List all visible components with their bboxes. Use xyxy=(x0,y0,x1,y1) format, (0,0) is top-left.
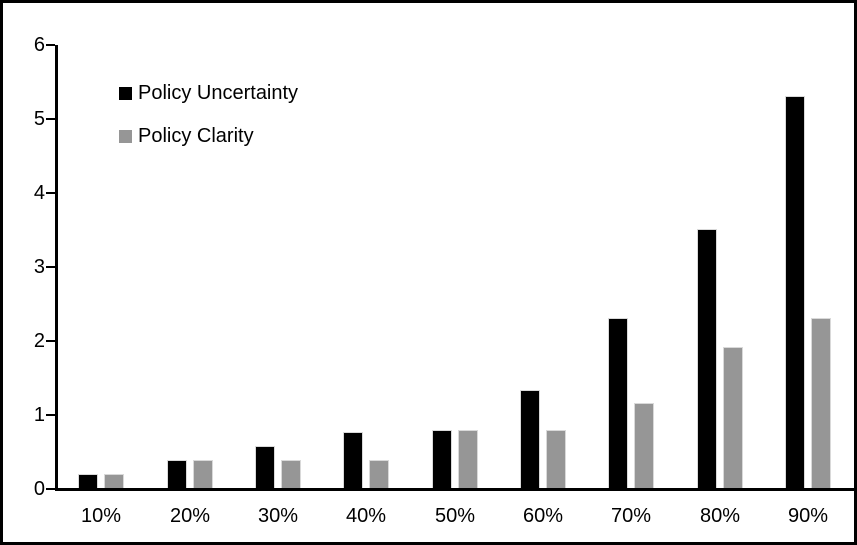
x-tick-label: 40% xyxy=(345,505,387,527)
x-tick-label: 30% xyxy=(257,505,299,527)
legend-label: Policy Clarity xyxy=(138,125,254,147)
y-tick xyxy=(46,192,55,194)
x-axis-line xyxy=(55,488,854,491)
y-tick-label: 2 xyxy=(33,330,45,352)
y-axis-line xyxy=(55,45,58,491)
y-tick-label: 0 xyxy=(33,478,45,500)
bar-policy-uncertainty xyxy=(343,432,363,488)
x-tick-label: 80% xyxy=(699,505,741,527)
bar-policy-clarity xyxy=(369,460,389,488)
x-tick-label: 60% xyxy=(522,505,564,527)
bar-policy-clarity xyxy=(104,474,124,488)
y-tick xyxy=(46,44,55,46)
bar-policy-clarity xyxy=(281,460,301,488)
x-tick-label: 70% xyxy=(610,505,652,527)
legend-swatch-icon xyxy=(119,86,132,100)
y-tick xyxy=(46,266,55,268)
y-tick-label: 3 xyxy=(33,256,45,278)
y-tick xyxy=(46,414,55,416)
y-tick-label: 6 xyxy=(33,34,45,56)
y-tick xyxy=(46,118,55,120)
x-tick-label: 50% xyxy=(434,505,476,527)
bar-policy-clarity xyxy=(193,460,213,488)
bar-policy-clarity xyxy=(634,403,654,488)
y-tick xyxy=(46,488,55,490)
y-tick-label: 1 xyxy=(33,404,45,426)
bar-policy-uncertainty xyxy=(785,96,805,488)
bar-policy-uncertainty xyxy=(78,474,98,488)
legend: Policy Uncertainty Policy Clarity xyxy=(119,83,298,169)
x-tick-label: 10% xyxy=(80,505,122,527)
y-tick-label: 5 xyxy=(33,108,45,130)
bar-policy-uncertainty xyxy=(520,390,540,488)
y-tick-label: 4 xyxy=(33,182,45,204)
bar-policy-clarity xyxy=(458,430,478,488)
bar-policy-uncertainty xyxy=(167,460,187,488)
bar-policy-clarity xyxy=(546,430,566,488)
bar-policy-uncertainty xyxy=(432,430,452,488)
legend-item: Policy Clarity xyxy=(119,126,298,146)
legend-item: Policy Uncertainty xyxy=(119,83,298,103)
x-tick-label: 20% xyxy=(169,505,211,527)
x-tick-label: 90% xyxy=(787,505,829,527)
legend-label: Policy Uncertainty xyxy=(138,82,299,104)
bar-policy-clarity xyxy=(723,347,743,488)
bar-policy-uncertainty xyxy=(608,318,628,488)
y-tick xyxy=(46,340,55,342)
bar-policy-uncertainty xyxy=(255,446,275,488)
bar-policy-uncertainty xyxy=(697,229,717,488)
legend-swatch-icon xyxy=(119,129,132,143)
bar-policy-clarity xyxy=(811,318,831,488)
